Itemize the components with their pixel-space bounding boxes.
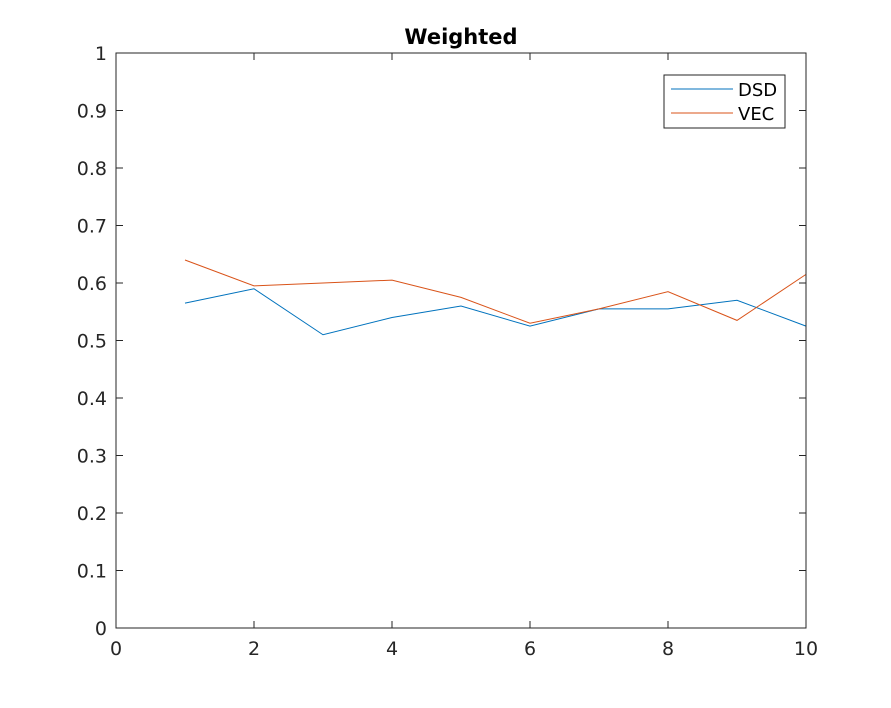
y-tick-label: 0.9 <box>77 101 107 123</box>
legend-label: DSD <box>738 80 777 101</box>
y-tick-label: 0.8 <box>77 158 107 180</box>
x-tick-label: 8 <box>662 638 674 660</box>
legend-label: VEC <box>738 104 774 125</box>
y-tick-label: 0.1 <box>77 561 107 583</box>
x-tick-label: 10 <box>794 638 818 660</box>
y-tick-label: 1 <box>95 43 107 65</box>
y-tick-label: 0.4 <box>77 388 107 410</box>
series-line-dsd <box>184 288 807 336</box>
y-tick-label: 0.5 <box>77 331 107 353</box>
y-tick-label: 0.6 <box>77 273 107 295</box>
y-tick-label: 0.7 <box>77 216 107 238</box>
series-line-vec <box>184 259 807 324</box>
legend: DSD VEC <box>663 74 786 129</box>
axis-ticks: 0 2 4 6 8 10 0 0.1 0.2 0.3 0.4 0.5 0.6 0.7 0.8 0.9 1 <box>77 43 818 660</box>
series-lines <box>184 259 807 336</box>
y-tick-label: 0.3 <box>77 446 107 468</box>
legend-box <box>663 74 786 129</box>
x-tick-label: 4 <box>386 638 398 660</box>
y-tick-label: 0 <box>95 618 107 640</box>
y-tick-label: 0.2 <box>77 503 107 525</box>
x-tick-label: 6 <box>524 638 536 660</box>
plot-area <box>115 52 807 629</box>
x-tick-label: 2 <box>248 638 260 660</box>
x-tick-label: 0 <box>110 638 122 660</box>
chart-title: Weighted <box>404 25 517 49</box>
